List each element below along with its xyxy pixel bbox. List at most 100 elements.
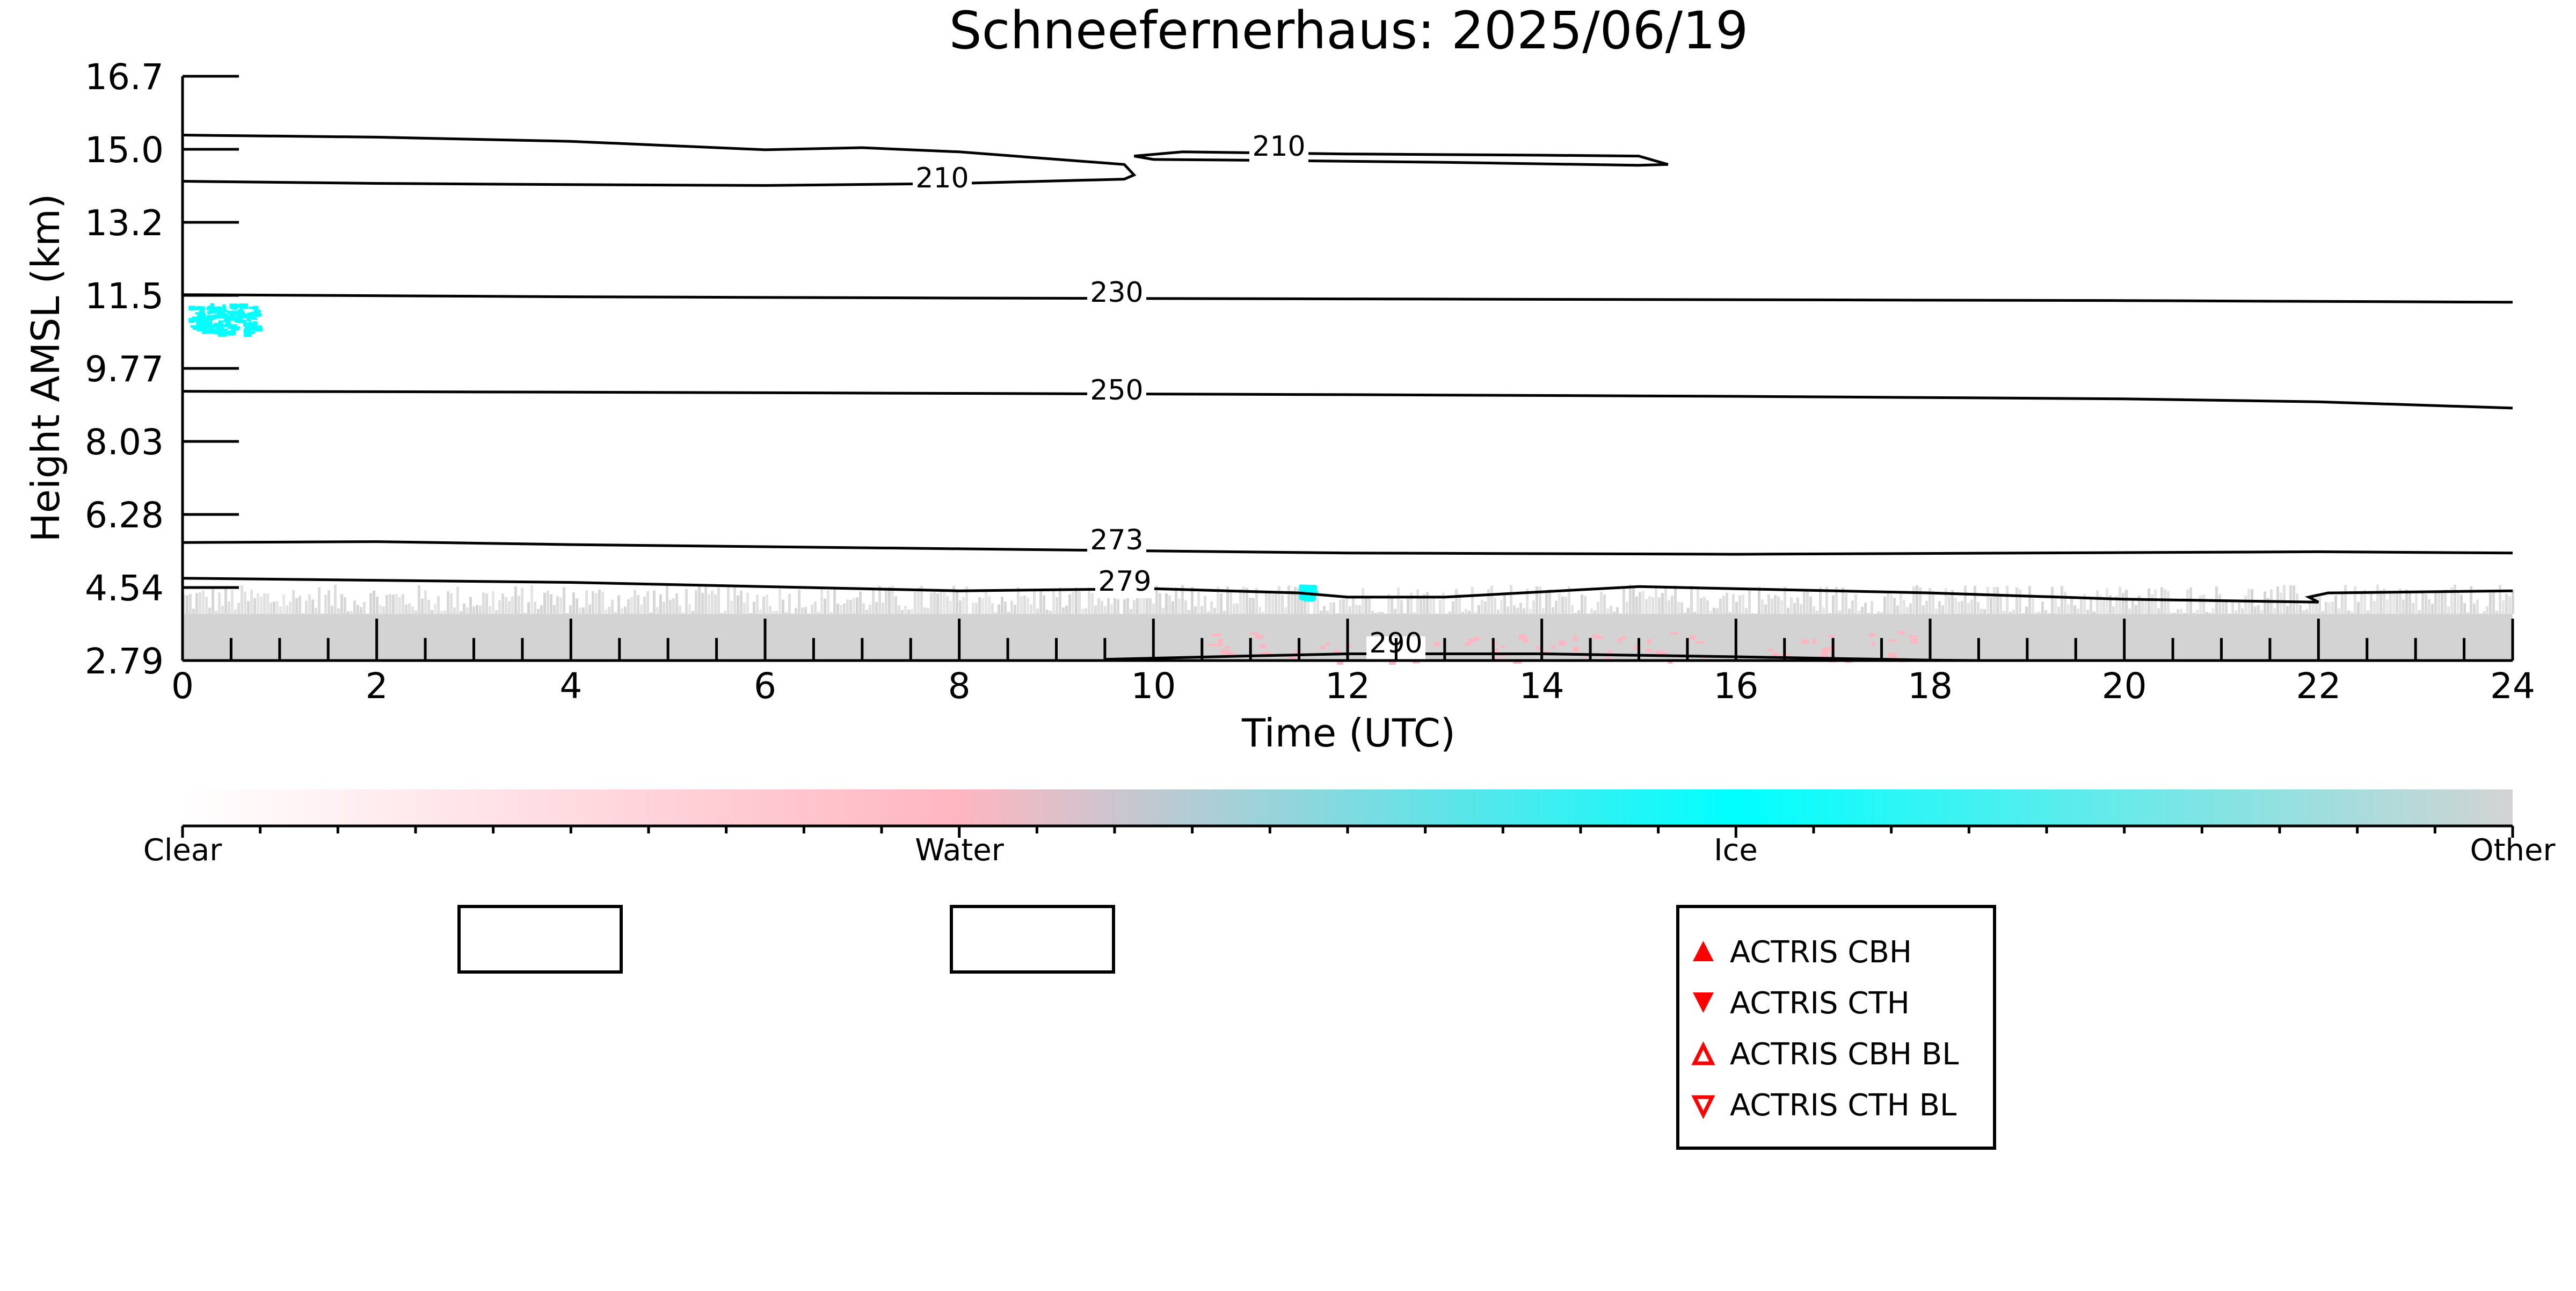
class-pixel xyxy=(1809,597,1812,614)
class-pixel xyxy=(898,605,900,614)
class-pixel xyxy=(930,593,933,614)
class-pixel xyxy=(1674,585,1677,614)
class-pixel xyxy=(1974,586,1976,614)
class-pixel xyxy=(1284,607,1287,614)
class-pixel xyxy=(1513,605,1516,614)
class-pixel xyxy=(2177,610,2179,614)
class-pixel xyxy=(215,611,217,614)
isotherm-210-label: 210 xyxy=(1252,130,1305,163)
class-pixel xyxy=(1065,606,1068,614)
class-pixel xyxy=(1647,639,1651,644)
class-pixel xyxy=(1999,594,2002,614)
class-pixel xyxy=(311,599,314,614)
class-pixel xyxy=(1442,592,1445,614)
class-pixel xyxy=(2209,613,2211,614)
class-pixel xyxy=(241,585,243,614)
class-pixel xyxy=(2186,590,2189,614)
class-pixel xyxy=(231,327,239,331)
class-pixel xyxy=(630,597,633,614)
class-pixel xyxy=(252,317,257,320)
class-pixel xyxy=(202,329,206,334)
class-pixel xyxy=(1742,594,1744,614)
class-pixel xyxy=(946,596,949,614)
class-pixel xyxy=(2196,610,2199,614)
class-pixel xyxy=(2125,590,2128,614)
class-pixel xyxy=(1171,601,1174,614)
class-pixel xyxy=(196,321,199,325)
class-pixel xyxy=(2495,611,2498,614)
class-pixel xyxy=(2293,585,2295,614)
class-pixel xyxy=(253,598,256,614)
class-pixel xyxy=(1584,596,1587,614)
class-pixel xyxy=(1355,605,1358,614)
class-pixel xyxy=(234,610,237,614)
class-pixel xyxy=(469,597,472,614)
class-pixel xyxy=(1545,591,1548,614)
class-pixel xyxy=(189,594,192,614)
class-pixel xyxy=(1816,611,1818,614)
class-pixel xyxy=(353,600,356,614)
class-pixel xyxy=(1062,607,1065,614)
class-pixel xyxy=(245,324,249,329)
class-pixel xyxy=(543,593,546,614)
class-pixel xyxy=(1703,597,1706,614)
class-pixel xyxy=(1888,640,1897,642)
class-pixel xyxy=(1478,605,1480,614)
class-pixel xyxy=(1345,598,1348,614)
class-pixel xyxy=(1394,609,1396,614)
class-pixel xyxy=(933,592,936,614)
class-pixel xyxy=(1642,591,1644,614)
class-pixel xyxy=(553,605,556,614)
class-pixel xyxy=(1162,608,1165,614)
class-pixel xyxy=(2096,590,2099,614)
class-pixel xyxy=(1801,640,1809,644)
class-pixel xyxy=(669,600,672,614)
class-pixel xyxy=(295,598,298,614)
class-pixel xyxy=(530,585,533,614)
class-pixel xyxy=(1500,646,1505,648)
class-pixel xyxy=(605,610,607,614)
class-pixel xyxy=(791,613,794,614)
class-pixel xyxy=(2044,610,2047,614)
class-pixel xyxy=(2106,588,2108,614)
class-pixel xyxy=(679,605,681,614)
class-pixel xyxy=(1622,588,1625,614)
class-pixel xyxy=(1519,603,1522,614)
class-pixel xyxy=(379,605,382,614)
class-pixel xyxy=(1964,585,1967,614)
x-tick-label: 12 xyxy=(1325,665,1370,707)
class-pixel xyxy=(717,588,720,614)
class-pixel xyxy=(2006,585,2009,614)
x-tick-label: 18 xyxy=(1908,665,1953,707)
class-pixel xyxy=(646,591,649,614)
class-pixel xyxy=(292,590,295,614)
class-pixel xyxy=(1481,600,1483,614)
class-pixel xyxy=(1945,588,1947,614)
class-pixel xyxy=(1542,608,1545,614)
colorbar-label-clear: Clear xyxy=(143,833,222,868)
class-pixel xyxy=(1426,592,1429,614)
class-pixel xyxy=(875,602,878,614)
class-pixel xyxy=(1391,597,1393,614)
class-pixel xyxy=(328,590,330,614)
x-tick-label: 24 xyxy=(2490,665,2535,707)
class-pixel xyxy=(260,597,263,614)
class-pixel xyxy=(1397,588,1400,614)
class-pixel xyxy=(1371,611,1374,614)
class-pixel xyxy=(749,613,752,614)
class-pixel xyxy=(2396,593,2398,614)
class-pixel xyxy=(431,610,433,614)
class-pixel xyxy=(2073,605,2076,614)
colorbar-gradient xyxy=(183,789,2513,826)
class-pixel xyxy=(385,595,388,614)
class-pixel xyxy=(601,591,604,614)
class-pixel xyxy=(1500,600,1503,614)
class-pixel xyxy=(1320,646,1326,650)
class-pixel xyxy=(1898,631,1905,635)
class-pixel xyxy=(1223,611,1226,614)
class-pixel xyxy=(608,607,610,614)
class-pixel xyxy=(595,593,598,614)
class-pixel xyxy=(1532,600,1535,614)
class-pixel xyxy=(1101,601,1103,614)
